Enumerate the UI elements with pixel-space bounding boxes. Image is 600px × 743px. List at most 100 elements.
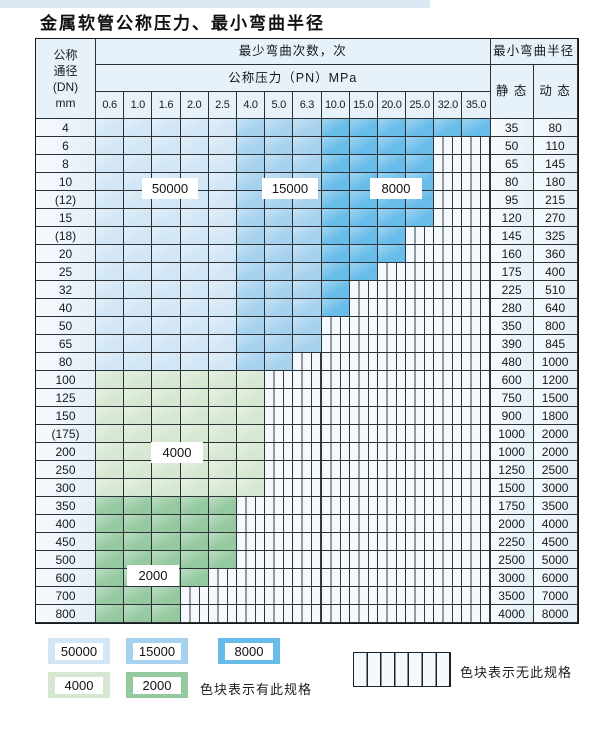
pn-cell-available: [124, 353, 153, 371]
pn-cell-nospec: [208, 605, 237, 623]
pn-cell-nospec: [462, 335, 491, 353]
pn-cell-available: [180, 281, 209, 299]
pn-cell-available: [236, 119, 266, 137]
pn-cell-available: [293, 299, 322, 317]
pn-cell-available: [208, 209, 237, 227]
pn-cell-nospec: [265, 587, 294, 605]
pn-cell-nospec: [349, 317, 378, 335]
pn-cell-available: [152, 515, 181, 533]
pn-cell-nospec: [293, 605, 322, 623]
pn-cell-nospec: [462, 137, 491, 155]
pn-cell-nospec: [349, 551, 378, 569]
pn-cell-available: [265, 263, 294, 281]
pn-cell-nospec: [321, 533, 350, 551]
pn-cell-available: [180, 317, 209, 335]
static-radius-cell: 1000: [490, 425, 534, 443]
pn-cell-nospec: [349, 605, 378, 623]
dn-cell: 80: [36, 353, 96, 371]
pn-cell-available: [293, 281, 322, 299]
pn-cell-nospec: [293, 353, 322, 371]
pn-cell-nospec: [462, 317, 491, 335]
pn-cell-available: [96, 155, 125, 173]
dynamic-radius-cell: 1000: [533, 353, 578, 371]
pn-cell-nospec: [434, 137, 463, 155]
pn-cell-nospec: [434, 443, 463, 461]
pn-cell-nospec: [462, 191, 491, 209]
pn-cell-nospec: [349, 497, 378, 515]
pn-cell-available: [152, 371, 181, 389]
pn-cell-nospec: [406, 605, 435, 623]
pn-cell-available: [265, 227, 294, 245]
cycles-label-4000: 4000: [151, 442, 203, 463]
pn-cell-available: [236, 191, 266, 209]
pn-cell-nospec: [349, 353, 378, 371]
pn-cell-nospec: [208, 569, 237, 587]
pn-cell-nospec: [377, 425, 407, 443]
legend-swatch-15000: 15000: [126, 638, 188, 664]
dynamic-radius-cell: 5000: [533, 551, 578, 569]
pn-cell-available: [377, 119, 407, 137]
dn-cell: 40: [36, 299, 96, 317]
pn-cell-available: [96, 137, 125, 155]
pn-cell-available: [124, 299, 153, 317]
dynamic-radius-cell: 1500: [533, 389, 578, 407]
pn-cell-available: [180, 371, 209, 389]
pn-cell-available: [208, 551, 237, 569]
pn-cell-available: [124, 515, 153, 533]
static-radius-cell: 65: [490, 155, 534, 173]
pn-cell-available: [321, 119, 350, 137]
dynamic-radius-cell: 325: [533, 227, 578, 245]
static-radius-cell: 280: [490, 299, 534, 317]
pn-cell-available: [293, 227, 322, 245]
pn-cell-available: [180, 551, 209, 569]
pn-cell-available: [152, 425, 181, 443]
pn-cell-available: [180, 461, 209, 479]
dynamic-radius-cell: 3000: [533, 479, 578, 497]
legend-label-50000: 50000: [55, 642, 103, 660]
pn-cell-available: [236, 425, 266, 443]
pn-cell-available: [349, 263, 378, 281]
pn-cell-available: [265, 137, 294, 155]
pn-cell-nospec: [293, 425, 322, 443]
pn-cell-available: [349, 137, 378, 155]
pn-cell-nospec: [236, 551, 266, 569]
pn-cell-available: [180, 227, 209, 245]
dynamic-radius-cell: 400: [533, 263, 578, 281]
pn-cell-available: [377, 209, 407, 227]
static-radius-cell: 95: [490, 191, 534, 209]
pn-cell-nospec: [208, 587, 237, 605]
pn-cell-nospec: [349, 587, 378, 605]
pn-cell-available: [152, 299, 181, 317]
dn-cell: 50: [36, 317, 96, 335]
pn-cell-available: [208, 173, 237, 191]
pn-cell-available: [236, 479, 266, 497]
pn-cell-nospec: [462, 515, 491, 533]
pn-cell-nospec: [321, 551, 350, 569]
pn-cell-available: [236, 209, 266, 227]
pn-cell-available: [180, 263, 209, 281]
pn-cell-available: [208, 335, 237, 353]
pn-cell-nospec: [349, 335, 378, 353]
pn-cell-nospec: [434, 317, 463, 335]
pn-cell-nospec: [434, 389, 463, 407]
pn-cell-nospec: [349, 371, 378, 389]
pn-cell-available: [321, 173, 350, 191]
pn-cell-nospec: [406, 299, 435, 317]
pn-cell-nospec: [406, 569, 435, 587]
pn-cell-nospec: [462, 407, 491, 425]
pn-cell-nospec: [293, 461, 322, 479]
static-radius-cell: 750: [490, 389, 534, 407]
static-radius-cell: 600: [490, 371, 534, 389]
pn-cell-available: [152, 209, 181, 227]
pn-cell-nospec: [462, 497, 491, 515]
pn-cell-available: [180, 209, 209, 227]
pn-cell-available: [208, 443, 237, 461]
pn-cell-available: [236, 353, 266, 371]
pn-cell-available: [180, 137, 209, 155]
static-radius-cell: 3500: [490, 587, 534, 605]
pn-cell-available: [265, 281, 294, 299]
static-radius-cell: 900: [490, 407, 534, 425]
pn-cell-available: [321, 137, 350, 155]
dn-cell: 20: [36, 245, 96, 263]
pn-cell-available: [293, 245, 322, 263]
